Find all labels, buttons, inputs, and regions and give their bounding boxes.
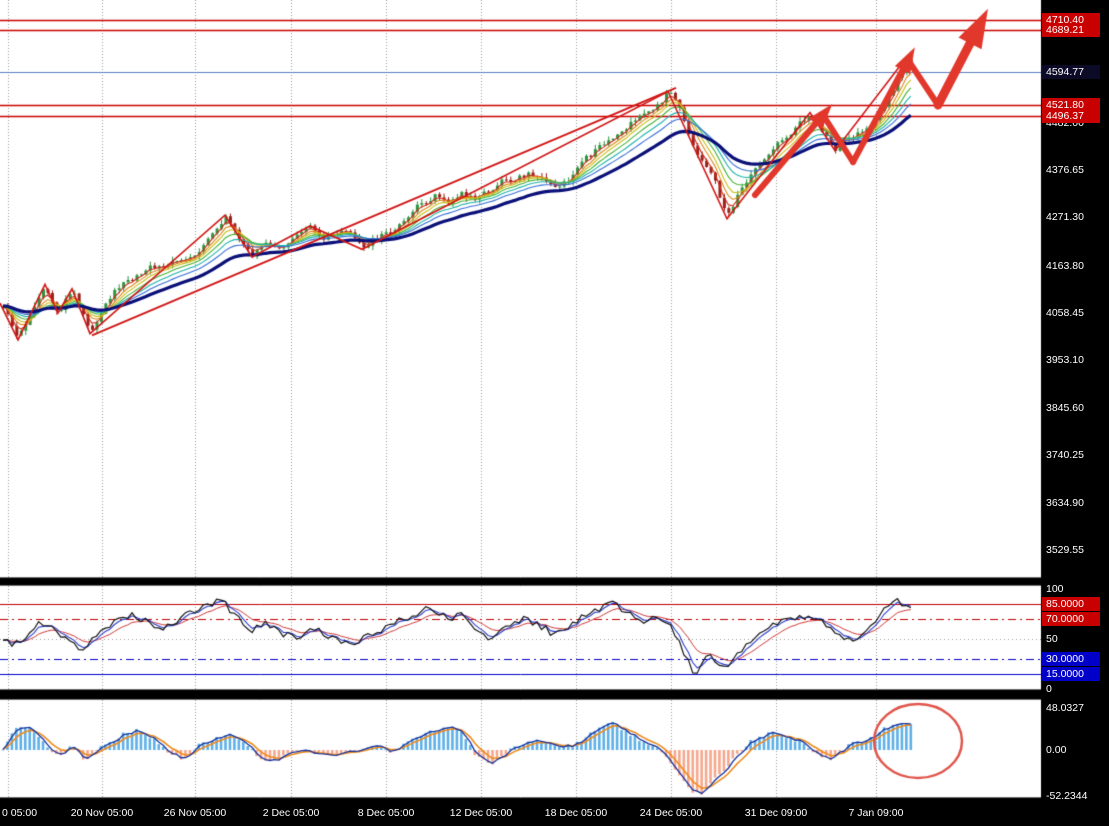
time-axis[interactable]: 0 05:00 20 Nov 05:00 26 Nov 05:00 2 Dec 05:… (0, 800, 1109, 826)
price-tick-label: 3634.90 (1046, 496, 1084, 509)
price-tick-label: 3529.55 (1046, 543, 1084, 556)
time-axis-label: 20 Nov 05:00 (70, 807, 134, 819)
price-tick-label: 3845.60 (1046, 402, 1084, 415)
price-tick-label: 4271.30 (1046, 211, 1084, 224)
time-axis-label: 26 Nov 05:00 (163, 807, 227, 819)
price-level-flag: 4521.80 (1042, 98, 1100, 113)
price-tick-label: 4163.80 (1046, 259, 1084, 272)
indicator-level-flag: 30.0000 (1042, 652, 1100, 666)
indicator-level-flag: 85.0000 (1042, 597, 1100, 611)
time-axis-label: 24 Dec 05:00 (639, 807, 703, 819)
time-axis-label: 12 Dec 05:00 (449, 807, 513, 819)
time-axis-label: 7 Jan 09:00 (848, 807, 904, 819)
time-axis-label: 18 Dec 05:00 (544, 807, 608, 819)
indicator-level-flag: 15.0000 (1042, 667, 1100, 681)
indicator-tick-label: 100 (1046, 583, 1064, 595)
price-tick-label: 4376.65 (1046, 164, 1084, 177)
indicator-tick-label: 48.0327 (1046, 701, 1084, 714)
indicator-level-flag: 70.0000 (1042, 612, 1100, 626)
time-axis-label: 0 05:00 (2, 807, 38, 819)
price-tick-label: 3953.10 (1046, 354, 1084, 367)
price-level-flag: 4496.37 (1042, 109, 1100, 124)
price-tick-label: 3740.25 (1046, 449, 1084, 462)
price-tick-label: 4058.45 (1046, 306, 1084, 319)
indicator-tick-label: 0.00 (1046, 744, 1067, 756)
price-level-flag: 4594.77 (1042, 65, 1100, 80)
price-level-flag: 4689.21 (1042, 22, 1100, 37)
time-axis-label: 2 Dec 05:00 (262, 807, 320, 819)
price-axis[interactable]: 4482.004376.654271.304163.804058.453953.… (1041, 0, 1109, 826)
indicator-tick-label: 0 (1046, 683, 1052, 695)
indicator-tick-label: -52.2344 (1046, 789, 1088, 802)
indicator-tick-label: 50 (1046, 633, 1058, 645)
time-axis-label: 8 Dec 05:00 (357, 807, 415, 819)
time-axis-label: 31 Dec 09:00 (744, 807, 808, 819)
